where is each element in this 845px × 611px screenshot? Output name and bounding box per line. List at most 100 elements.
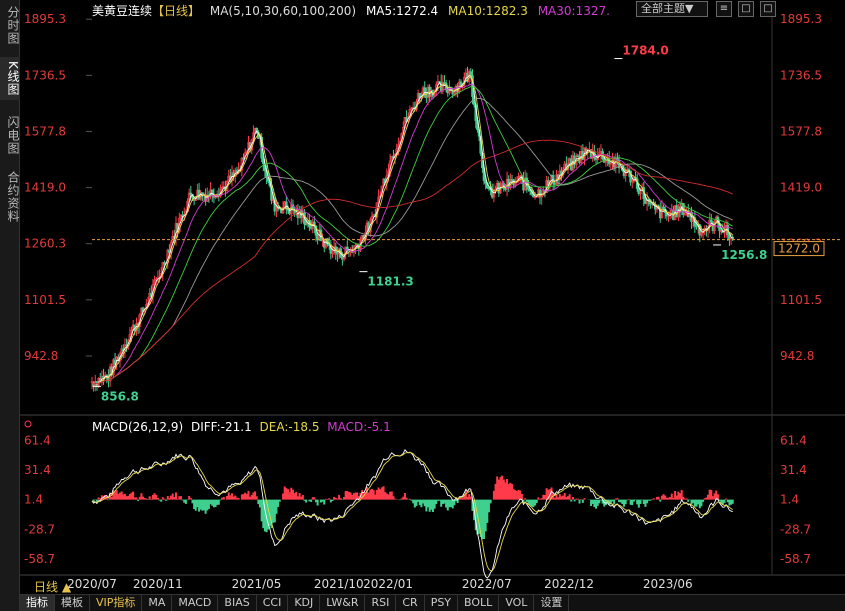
candle-body xyxy=(380,185,384,197)
indicator-tab-vip指标[interactable]: VIP指标 xyxy=(90,595,143,611)
main-header: 美黄豆连续【日线】 MA(5,10,30,60,100,200) MA5:127… xyxy=(92,2,616,19)
candle-body xyxy=(177,218,181,233)
sidebar: 分时图 K线图闪电图合约资料 xyxy=(0,0,20,611)
candle-body xyxy=(204,194,207,202)
candle-body xyxy=(583,148,586,160)
macd-header: MACD(26,12,9) DIFF:-21.1 DEA:-18.5 MACD:… xyxy=(92,420,395,434)
candle-body xyxy=(281,207,285,214)
candle-body xyxy=(695,225,698,228)
macd-y-tick-right-1: 31.4 xyxy=(780,463,807,477)
sidebar-tab-0[interactable]: 分时图 xyxy=(6,6,20,45)
candle-body xyxy=(686,210,690,218)
indicator-tab-设置[interactable]: 设置 xyxy=(534,595,570,611)
indicator-settings-icon[interactable] xyxy=(24,420,32,428)
macd-value: MACD:-5.1 xyxy=(327,420,391,434)
menu-icon[interactable]: ≡ xyxy=(716,1,732,17)
macd-params-label: MACD(26,12,9) xyxy=(92,420,184,434)
candle-body xyxy=(219,189,222,197)
restore-icon[interactable]: □ xyxy=(738,1,754,17)
current-price-label: 1272.0 xyxy=(778,242,820,256)
y-tick-right-1: 1736.5 xyxy=(780,68,822,82)
candle-body xyxy=(645,198,649,204)
indicator-tab-kdj[interactable]: KDJ xyxy=(288,595,321,611)
candle-body xyxy=(538,189,542,198)
y-tick-left-3: 1419.0 xyxy=(24,181,66,195)
indicator-tab-macd[interactable]: MACD xyxy=(172,595,219,611)
candle-body xyxy=(138,314,142,327)
candle-body xyxy=(594,157,598,160)
instrument-title: 美黄豆连续 xyxy=(92,4,153,18)
sidebar-tab-2[interactable]: 闪电图 xyxy=(6,116,20,155)
macd-y-tick-left-2: 1.4 xyxy=(24,493,43,507)
ma5-line xyxy=(91,74,733,386)
indicator-tab-指标[interactable]: 指标 xyxy=(20,595,55,611)
y-tick-left-2: 1577.8 xyxy=(24,124,66,138)
indicator-tab-psy[interactable]: PSY xyxy=(425,595,459,611)
indicator-tab-vol[interactable]: VOL xyxy=(499,595,535,611)
diff-line xyxy=(91,448,733,579)
y-tick-right-2: 1577.8 xyxy=(780,124,822,138)
candle-body xyxy=(630,180,634,183)
candle-body xyxy=(446,89,450,94)
ma-params-label: MA(5,10,30,60,100,200) xyxy=(209,4,357,18)
candle-body xyxy=(660,206,664,219)
x-tick-6: 2022/12 xyxy=(544,577,594,591)
annotation-label-3: 1256.8 xyxy=(721,248,767,262)
y-tick-left-4: 1260.3 xyxy=(24,237,66,251)
y-tick-left-5: 1101.5 xyxy=(24,293,66,307)
annotation-label-2: 856.8 xyxy=(101,389,139,403)
indicator-tab-cci[interactable]: CCI xyxy=(257,595,289,611)
theme-select[interactable]: 全部主题▼ xyxy=(636,1,708,17)
ma10-line xyxy=(91,75,734,385)
x-tick-2: 2021/05 xyxy=(232,577,282,591)
indicator-tab-模板[interactable]: 模板 xyxy=(55,595,90,611)
indicator-tab-bias[interactable]: BIAS xyxy=(218,595,257,611)
y-tick-right-3: 1419.0 xyxy=(780,181,822,195)
candle-body xyxy=(423,87,427,93)
candle-body xyxy=(107,375,110,382)
candle-body xyxy=(609,162,613,165)
candle-body xyxy=(441,82,445,92)
close-icon[interactable]: □ xyxy=(760,1,776,17)
ma100-line xyxy=(91,97,733,385)
x-tick-5: 2022/07 xyxy=(462,577,512,591)
candle-body xyxy=(331,250,334,254)
macd-y-tick-right-2: 1.4 xyxy=(780,493,799,507)
candle-body xyxy=(189,192,193,195)
indicator-tab-ma[interactable]: MA xyxy=(142,595,173,611)
ma30-line xyxy=(91,83,733,385)
macd-y-tick-right-0: 61.4 xyxy=(780,433,807,447)
sidebar-tab-1[interactable]: K线图 xyxy=(0,57,20,100)
indicator-tab-rsi[interactable]: RSI xyxy=(365,595,397,611)
candle-body xyxy=(654,204,657,210)
y-tick-left-6: 942.8 xyxy=(24,349,58,363)
sidebar-tab-3[interactable]: 合约资料 xyxy=(6,171,20,223)
macd-y-tick-left-1: 31.4 xyxy=(24,463,51,477)
candle-body xyxy=(710,219,713,223)
x-tick-4: 2022/01 xyxy=(363,577,413,591)
candle-body xyxy=(285,201,288,210)
period-selector[interactable]: 日线 ▲ xyxy=(34,580,72,594)
y-tick-right-6: 942.8 xyxy=(780,349,814,363)
macd-y-tick-left-4: -58.7 xyxy=(24,552,55,566)
candle-body xyxy=(112,359,115,376)
candle-body xyxy=(453,89,456,95)
candle-body xyxy=(341,256,344,260)
indicator-tab-cr[interactable]: CR xyxy=(396,595,425,611)
y-tick-left-0: 1895.3 xyxy=(24,12,66,26)
x-tick-1: 2020/11 xyxy=(133,577,183,591)
ma5-value: MA5:1272.4 xyxy=(365,4,439,18)
candle-body xyxy=(514,180,517,186)
indicator-tab-lwr[interactable]: LW&R xyxy=(320,595,366,611)
x-tick-7: 2023/06 xyxy=(643,577,693,591)
macd-y-tick-left-3: -28.7 xyxy=(24,522,55,536)
indicator-tab-boll[interactable]: BOLL xyxy=(458,595,500,611)
ma200-line xyxy=(91,139,733,385)
candle-body xyxy=(375,202,379,218)
candle-body xyxy=(728,234,731,240)
indicator-tab-bar: 指标 模板 VIP指标 MA MACD BIAS CCI KDJ LW&R RSI CR PSY BOL… xyxy=(20,594,845,611)
ma10-value: MA10:1282.3 xyxy=(448,4,528,18)
candle-body xyxy=(210,189,214,196)
ma60-line xyxy=(91,86,733,385)
